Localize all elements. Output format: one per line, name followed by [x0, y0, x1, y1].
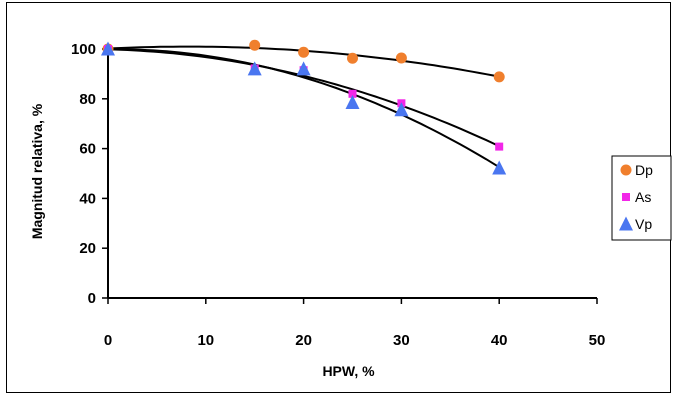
trendline-vp [107, 48, 500, 169]
point-dp-2 [298, 46, 310, 58]
point-vp-0 [101, 41, 115, 56]
y-tick-label: 80 [79, 91, 96, 108]
legend-label-as: As [635, 189, 651, 205]
legend-marker-vp [619, 216, 633, 231]
point-dp-5 [493, 71, 505, 83]
point-as-5 [495, 142, 504, 151]
y-tick-label: 0 [88, 290, 96, 307]
point-vp-4 [394, 102, 409, 117]
legend: Dp As Vp [611, 155, 672, 241]
y-axis-title: Magnitud relativa, % [29, 103, 45, 239]
point-as-3 [348, 89, 357, 98]
x-tick-label: 20 [295, 332, 312, 349]
legend-marker-as [622, 193, 630, 201]
point-vp-5 [492, 160, 507, 175]
x-tick-label: 50 [589, 332, 606, 349]
point-vp-1 [247, 61, 262, 76]
x-tick-label: 40 [491, 332, 508, 349]
y-tick-label: 20 [79, 240, 96, 257]
x-tick-label: 10 [197, 332, 214, 349]
point-vp-2 [296, 61, 311, 76]
y-tick-label: 100 [71, 41, 96, 58]
x-tick-label: 30 [393, 332, 410, 349]
y-tick-label: 40 [79, 190, 96, 207]
axes [107, 49, 597, 299]
point-vp-3 [345, 95, 360, 110]
legend-marker-dp [620, 164, 632, 176]
data-points [101, 39, 507, 175]
legend-label-vp: Vp [635, 216, 652, 232]
y-tick-label: 60 [79, 141, 96, 158]
point-dp-3 [347, 52, 358, 64]
x-axis-title: HPW, % [322, 363, 375, 379]
point-dp-4 [395, 52, 407, 64]
point-dp-1 [249, 39, 261, 51]
chart-frame [6, 2, 671, 393]
x-tick-label: 0 [104, 332, 112, 349]
legend-label-dp: Dp [635, 162, 653, 178]
trendline-as [107, 48, 500, 148]
ticks: 0 10 20 30 40 50 0 20 40 60 80 100 [71, 41, 605, 349]
